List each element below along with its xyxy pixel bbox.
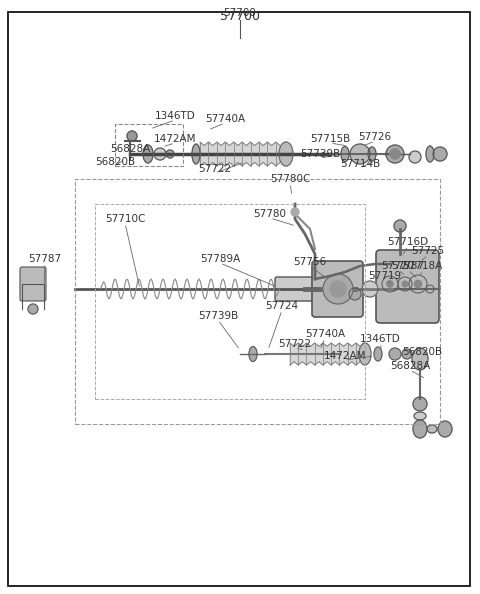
Text: 57724: 57724 [265, 301, 299, 311]
FancyBboxPatch shape [8, 12, 470, 586]
Ellipse shape [350, 144, 370, 164]
Text: 1472AM: 1472AM [154, 134, 196, 144]
Circle shape [127, 131, 137, 141]
Ellipse shape [368, 147, 376, 161]
Text: 57722: 57722 [198, 164, 231, 174]
Polygon shape [200, 142, 280, 166]
Text: 57739B: 57739B [300, 149, 340, 159]
Circle shape [402, 281, 408, 287]
Ellipse shape [143, 145, 153, 163]
Ellipse shape [192, 144, 200, 164]
Text: 57740A: 57740A [305, 329, 345, 339]
Ellipse shape [341, 147, 349, 162]
Ellipse shape [409, 151, 421, 163]
Circle shape [414, 280, 421, 287]
Ellipse shape [279, 142, 293, 166]
Circle shape [166, 150, 174, 158]
Text: 57715B: 57715B [310, 134, 350, 144]
Circle shape [426, 285, 434, 293]
Text: 57725: 57725 [411, 246, 444, 256]
FancyBboxPatch shape [312, 261, 363, 317]
Text: 57756: 57756 [293, 257, 326, 267]
Text: 57718A: 57718A [402, 261, 442, 271]
Text: 56820B: 56820B [402, 347, 442, 357]
Ellipse shape [414, 412, 426, 420]
Text: 57737: 57737 [391, 261, 425, 271]
Text: 57700: 57700 [224, 8, 256, 18]
Circle shape [323, 274, 353, 304]
Circle shape [28, 304, 38, 314]
Text: 57789A: 57789A [200, 254, 240, 264]
Ellipse shape [359, 343, 371, 365]
Circle shape [398, 277, 412, 291]
Text: 57726: 57726 [359, 132, 392, 142]
Text: 57787: 57787 [28, 254, 61, 264]
Text: 57780C: 57780C [270, 174, 310, 184]
Ellipse shape [374, 347, 382, 361]
Text: 57719: 57719 [369, 271, 402, 281]
Circle shape [330, 281, 346, 297]
Circle shape [154, 148, 166, 160]
Text: 56828A: 56828A [110, 144, 150, 154]
Circle shape [349, 288, 361, 300]
Text: 57710C: 57710C [105, 214, 145, 224]
Circle shape [394, 220, 406, 232]
Polygon shape [290, 343, 360, 365]
Text: 56828A: 56828A [390, 361, 430, 371]
Circle shape [387, 281, 393, 287]
Text: 56820B: 56820B [95, 157, 135, 167]
Circle shape [390, 149, 400, 159]
Ellipse shape [413, 420, 427, 438]
Ellipse shape [427, 425, 437, 433]
Circle shape [413, 397, 427, 411]
FancyBboxPatch shape [275, 277, 335, 301]
Circle shape [382, 276, 398, 292]
FancyBboxPatch shape [20, 267, 46, 301]
Ellipse shape [426, 146, 434, 162]
FancyBboxPatch shape [376, 250, 439, 323]
Text: 57700: 57700 [220, 10, 260, 23]
Text: 1346TD: 1346TD [155, 111, 195, 121]
Circle shape [362, 281, 378, 297]
Text: 57720: 57720 [382, 261, 415, 271]
Text: 57780: 57780 [253, 209, 287, 219]
Text: 57740A: 57740A [205, 114, 245, 124]
Text: 1346TD: 1346TD [360, 334, 400, 344]
Ellipse shape [386, 145, 404, 163]
Circle shape [433, 147, 447, 161]
Circle shape [389, 348, 401, 360]
Ellipse shape [249, 346, 257, 362]
Text: 57722: 57722 [278, 339, 312, 349]
Text: 57714B: 57714B [340, 159, 380, 169]
Circle shape [402, 349, 412, 359]
Circle shape [291, 208, 299, 216]
Text: 57716D: 57716D [387, 237, 429, 247]
Ellipse shape [412, 348, 428, 370]
Ellipse shape [438, 421, 452, 437]
Text: 57739B: 57739B [198, 311, 238, 321]
Text: 1472AM: 1472AM [324, 351, 366, 361]
Circle shape [409, 275, 427, 293]
